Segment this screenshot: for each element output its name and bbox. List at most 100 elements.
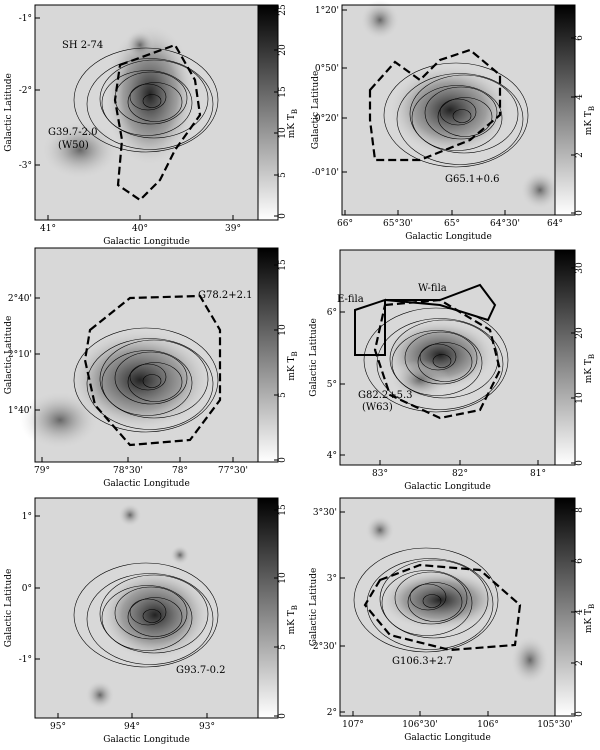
y-tick-label: 4°	[327, 451, 337, 461]
x-tick-label: 105°30'	[537, 720, 573, 730]
colorbar-tick-label: 2	[575, 660, 585, 666]
contour	[381, 570, 473, 636]
y-tick-label: 2°40'	[8, 294, 32, 304]
x-axis-label: Galactic Longitude	[405, 232, 492, 242]
contour	[86, 338, 214, 430]
contour	[101, 70, 193, 136]
contour	[366, 558, 494, 650]
intensity-blob	[365, 515, 395, 545]
colorbar-label: mK TB	[584, 106, 596, 135]
x-tick-label: 106°30'	[402, 720, 438, 730]
intensity-blob	[360, 0, 400, 40]
colorbar-label: mK TB	[287, 351, 299, 380]
contour	[394, 571, 468, 625]
contour	[417, 342, 473, 382]
contour	[114, 586, 188, 640]
contour	[422, 594, 442, 608]
y-axis-label: Galactic Latitude	[4, 73, 14, 152]
x-tick-label: 93°	[199, 722, 215, 732]
intensity-blob	[118, 503, 142, 527]
contour	[391, 330, 483, 396]
colorbar-tick-label: 10	[278, 572, 288, 584]
colorbar-unit: mK T	[287, 610, 297, 634]
colorbar-unit: mK T	[584, 111, 594, 135]
colorbar-tick-label: 6	[575, 558, 585, 564]
colorbar-tick-label: 5	[278, 172, 288, 178]
colorbar-unit: mK T	[584, 609, 594, 633]
colorbar-tick-label: 0	[575, 210, 585, 216]
y-tick-label: 1°	[22, 512, 32, 522]
colorbar-tick-label: 10	[278, 127, 288, 139]
contour	[129, 363, 167, 391]
colorbar-tick-label: 30	[575, 262, 585, 274]
colorbar-unit-sub: B	[291, 351, 299, 356]
colorbar-tick-label: 10	[278, 324, 288, 336]
y-tick-label: 2°30'	[313, 642, 337, 652]
y-tick-label: 0°	[22, 584, 32, 594]
intensity-blob	[70, 330, 210, 430]
contour	[101, 350, 193, 416]
contour	[353, 547, 499, 653]
colorbar-unit: mK T	[584, 359, 594, 383]
colorbar-tick-label: 25	[278, 4, 288, 16]
contour	[407, 582, 463, 622]
y-tick-label: 2°	[327, 708, 337, 718]
colorbar	[257, 497, 279, 719]
intensity-blob	[40, 120, 120, 180]
colorbar	[257, 247, 279, 463]
x-tick-label: 94°	[124, 722, 140, 732]
colorbar-label: mK TB	[584, 354, 596, 383]
colorbar-tick-label: 4	[575, 94, 585, 100]
source-label: SH 2-74	[62, 40, 103, 51]
contour	[389, 319, 499, 399]
colorbar-unit-sub: B	[291, 109, 299, 114]
source-label: (W50)	[58, 140, 89, 151]
colorbar	[554, 497, 576, 717]
y-axis-label: Galactic Latitude	[309, 318, 319, 397]
colorbar-label: mK TB	[287, 109, 299, 138]
colorbar-unit-sub: B	[588, 106, 596, 111]
y-axis-label: Galactic Latitude	[309, 568, 319, 647]
filament-box	[354, 298, 386, 356]
x-tick-label: 82°	[452, 469, 468, 479]
intensity-blob	[100, 570, 210, 660]
x-tick-label: 65°30'	[383, 219, 413, 229]
x-tick-label: 64°	[547, 219, 563, 229]
x-tick-label: 78°30'	[113, 466, 143, 476]
contour	[437, 97, 493, 137]
x-axis-label: Galactic Longitude	[404, 482, 491, 492]
y-tick-label: 3°	[327, 574, 337, 584]
contour	[419, 343, 457, 371]
colorbar-unit-sub: B	[588, 354, 596, 359]
source-label: G93.7-0.2	[176, 665, 226, 676]
contour	[404, 331, 478, 385]
contour	[363, 307, 509, 413]
x-tick-label: 40°	[132, 224, 148, 234]
intensity-blob	[170, 545, 190, 565]
x-tick-label: 66°	[337, 219, 353, 229]
contour	[129, 83, 167, 111]
intensity-blob	[520, 170, 560, 210]
colorbar-label: mK TB	[584, 604, 596, 633]
colorbar-tick-label: 8	[575, 507, 585, 513]
y-tick-label: 1°20'	[315, 6, 339, 16]
x-tick-label: 107°	[342, 720, 364, 730]
source-label: G82.2+5.3	[358, 390, 413, 401]
colorbar-label: mK TB	[287, 605, 299, 634]
contour	[379, 559, 489, 639]
colorbar-tick-label: 5	[278, 644, 288, 650]
colorbar-tick-label: 20	[278, 44, 288, 56]
x-tick-label: 95°	[50, 722, 66, 732]
colorbar-tick-label: 4	[575, 609, 585, 615]
y-tick-label: -2°	[19, 86, 32, 96]
y-axis-label: Galactic Latitude	[4, 316, 14, 395]
contour	[383, 62, 529, 168]
contour	[432, 354, 452, 368]
contour	[409, 74, 519, 154]
intensity-blob	[20, 390, 100, 450]
colorbar-unit-sub: B	[588, 604, 596, 609]
contour	[73, 562, 219, 668]
source-label: G65.1+0.6	[445, 174, 500, 185]
source-label: G78.2+2.1	[198, 290, 253, 301]
contour	[452, 109, 472, 123]
